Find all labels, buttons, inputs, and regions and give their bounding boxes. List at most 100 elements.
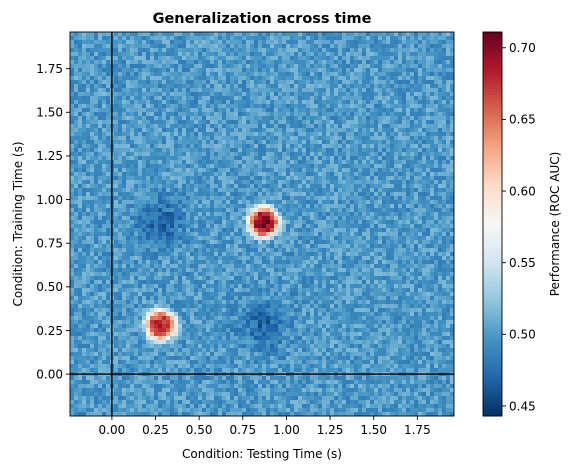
heatmap-cell — [354, 148, 359, 153]
heatmap-cell — [314, 220, 319, 225]
heatmap-cell — [254, 32, 259, 37]
heatmap-cell — [222, 180, 227, 185]
heatmap-cell — [294, 112, 299, 117]
heatmap-cell — [158, 160, 163, 165]
heatmap-cell — [406, 120, 411, 125]
heatmap-cell — [150, 188, 155, 193]
heatmap-cell — [82, 240, 87, 245]
heatmap-cell — [426, 52, 431, 57]
heatmap-cell — [162, 100, 167, 105]
heatmap-cell — [138, 60, 143, 65]
heatmap-cell — [154, 172, 159, 177]
heatmap-cell — [230, 84, 235, 89]
heatmap-cell — [166, 156, 171, 161]
heatmap-cell — [242, 48, 247, 53]
heatmap-cell — [238, 132, 243, 137]
heatmap-cell — [210, 144, 215, 149]
heatmap-cell — [210, 180, 215, 185]
heatmap-cell — [262, 72, 267, 77]
heatmap-cell — [166, 72, 171, 77]
heatmap-cell — [186, 220, 191, 225]
heatmap-cell — [366, 40, 371, 45]
heatmap-cell — [70, 180, 75, 185]
heatmap-cell — [370, 136, 375, 141]
heatmap-cell — [262, 212, 267, 217]
heatmap-cell — [190, 164, 195, 169]
heatmap-cell — [286, 80, 291, 85]
heatmap-cell — [326, 52, 331, 57]
heatmap-cell — [214, 48, 219, 53]
heatmap-cell — [330, 156, 335, 161]
heatmap-cell — [298, 168, 303, 173]
heatmap-cell — [330, 172, 335, 177]
heatmap-cell — [322, 180, 327, 185]
heatmap-cell — [322, 236, 327, 241]
heatmap-cell — [350, 68, 355, 73]
heatmap-cell — [314, 224, 319, 229]
heatmap-cell — [134, 68, 139, 73]
heatmap-cell — [298, 140, 303, 145]
heatmap-cell — [298, 44, 303, 49]
heatmap-cell — [406, 228, 411, 233]
heatmap-cell — [258, 124, 263, 129]
heatmap-cell — [186, 116, 191, 121]
heatmap-cell — [258, 204, 263, 209]
heatmap-cell — [102, 144, 107, 149]
heatmap-cell — [74, 68, 79, 73]
heatmap-cell — [150, 236, 155, 241]
heatmap-cell — [206, 236, 211, 241]
heatmap-cell — [294, 56, 299, 61]
heatmap-cell — [154, 200, 159, 205]
heatmap-cell — [210, 104, 215, 109]
heatmap-cell — [98, 108, 103, 113]
heatmap-cell — [94, 56, 99, 61]
heatmap-cell — [366, 180, 371, 185]
heatmap-cell — [114, 52, 119, 57]
heatmap-cell — [94, 204, 99, 209]
heatmap-cell — [342, 212, 347, 217]
heatmap-cell — [166, 120, 171, 125]
heatmap-cell — [450, 184, 455, 189]
heatmap-cell — [406, 92, 411, 97]
heatmap-cell — [342, 184, 347, 189]
heatmap-cell — [254, 176, 259, 181]
heatmap-cell — [302, 204, 307, 209]
heatmap-cell — [418, 48, 423, 53]
heatmap-cell — [222, 128, 227, 133]
heatmap-cell — [322, 188, 327, 193]
heatmap-cell — [286, 152, 291, 157]
heatmap-cell — [178, 52, 183, 57]
heatmap-cell — [358, 108, 363, 113]
heatmap-cell — [246, 68, 251, 73]
heatmap-cell — [310, 176, 315, 181]
heatmap-cell — [326, 96, 331, 101]
heatmap-cell — [178, 208, 183, 213]
heatmap-cell — [434, 44, 439, 49]
heatmap-cell — [382, 184, 387, 189]
heatmap-cell — [210, 32, 215, 37]
heatmap-cell — [334, 172, 339, 177]
heatmap-cell — [230, 212, 235, 217]
heatmap-cell — [210, 64, 215, 69]
heatmap-cell — [210, 196, 215, 201]
heatmap-cell — [258, 144, 263, 149]
heatmap-cell — [94, 180, 99, 185]
heatmap-cell — [390, 76, 395, 81]
heatmap-cell — [294, 60, 299, 65]
heatmap-cell — [334, 148, 339, 153]
heatmap-cell — [366, 92, 371, 97]
heatmap-cell — [154, 212, 159, 217]
heatmap-cell — [402, 56, 407, 61]
heatmap-cell — [318, 148, 323, 153]
heatmap-cell — [310, 44, 315, 49]
heatmap-cell — [382, 88, 387, 93]
heatmap-cell — [406, 52, 411, 57]
heatmap-cell — [446, 80, 451, 85]
heatmap-cell — [402, 136, 407, 141]
heatmap-cell — [82, 176, 87, 181]
heatmap-cell — [274, 204, 279, 209]
heatmap-cell — [154, 128, 159, 133]
heatmap-cell — [170, 72, 175, 77]
heatmap-cell — [174, 204, 179, 209]
heatmap-cell — [78, 52, 83, 57]
